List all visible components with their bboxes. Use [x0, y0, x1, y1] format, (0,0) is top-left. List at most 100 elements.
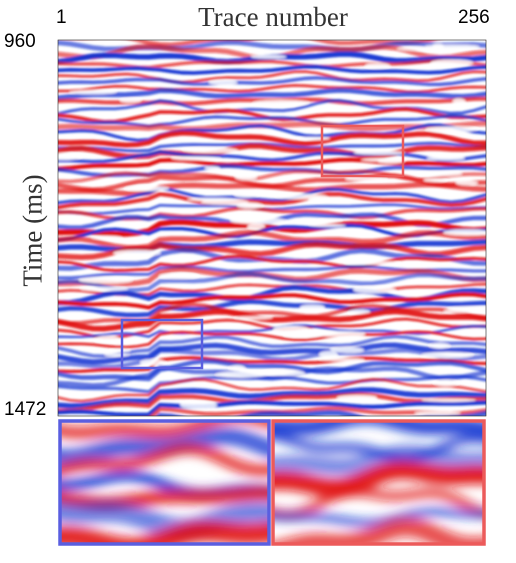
- reflector-gap: [314, 331, 366, 337]
- trace-end-label: 256: [458, 7, 490, 28]
- reflector-gap: [349, 309, 371, 314]
- negative-reflector: [58, 247, 486, 271]
- reflector-gap: [159, 273, 198, 279]
- reflector-gap: [236, 202, 263, 209]
- reflector-gap: [247, 223, 266, 229]
- reflector-gap: [235, 174, 257, 181]
- positive-reflector: [61, 422, 268, 440]
- reflector-gap: [171, 156, 221, 161]
- reflector-gap: [421, 398, 476, 402]
- axis-title: Trace number: [198, 2, 348, 32]
- negative-reflector: [155, 409, 486, 416]
- reflector-gap: [352, 286, 396, 294]
- positive-reflector: [58, 157, 486, 171]
- negative-reflector: [61, 427, 268, 467]
- blue-highlight-box: [120, 318, 204, 370]
- reflector-gap: [345, 261, 399, 265]
- reflector-gap: [253, 100, 309, 106]
- reflector-gap: [92, 235, 122, 240]
- reflector-gap: [377, 159, 405, 164]
- reflector-gap: [430, 59, 474, 66]
- reflector-gap: [125, 186, 170, 192]
- reflector-gap: [300, 304, 325, 310]
- reflector-gap: [423, 178, 447, 182]
- positive-reflector: [58, 70, 486, 84]
- positive-reflector: [58, 392, 486, 414]
- reflector-gap: [262, 369, 305, 376]
- reflector-gap: [434, 379, 458, 387]
- negative-reflector: [274, 422, 483, 437]
- positive-reflector: [58, 58, 486, 70]
- reflector-gap: [183, 147, 238, 154]
- reflector-gap: [319, 219, 342, 223]
- reflector-gap: [58, 153, 81, 161]
- reflector-gap: [309, 223, 346, 228]
- positive-reflector: [58, 84, 486, 94]
- reflector-gap: [319, 351, 338, 358]
- reflector-gap: [230, 217, 286, 225]
- reflector-gap: [426, 126, 477, 133]
- positive-reflector: [58, 181, 486, 197]
- reflector-gap: [250, 54, 287, 59]
- seismic-section: [58, 40, 486, 416]
- negative-reflector: [58, 299, 486, 318]
- reflector-gap: [298, 136, 330, 141]
- reflector-gap: [432, 43, 444, 49]
- reflector-gap: [69, 90, 117, 95]
- reflector-gap: [235, 316, 273, 320]
- positive-reflector: [274, 486, 483, 521]
- reflector-gap: [187, 197, 237, 202]
- positive-reflector: [58, 254, 486, 272]
- reflector-gap: [208, 80, 238, 85]
- negative-reflector: [58, 150, 486, 164]
- time-start-label: 960: [4, 31, 36, 52]
- reflector-gap: [229, 365, 245, 372]
- reflector-gap: [418, 171, 462, 176]
- reflector-gap: [179, 402, 218, 409]
- negative-reflector: [58, 64, 486, 75]
- negative-reflector: [58, 99, 486, 116]
- negative-reflector: [61, 500, 268, 540]
- positive-reflector: [61, 442, 268, 477]
- reflector-gap: [110, 349, 131, 352]
- reflector-gap: [204, 166, 220, 170]
- negative-reflector: [58, 186, 486, 205]
- reflector-gap: [337, 395, 377, 400]
- reflector-gap: [365, 62, 390, 69]
- reflector-gap: [397, 47, 436, 51]
- reflector-gap: [422, 352, 473, 358]
- reflector-gap: [345, 176, 387, 181]
- negative-reflector: [58, 87, 486, 101]
- negative-reflector: [58, 374, 486, 394]
- reflector-gap: [426, 156, 465, 161]
- reflector-gap: [443, 229, 486, 236]
- negative-reflector: [58, 123, 486, 142]
- reflector-gap: [353, 151, 406, 155]
- positive-reflector: [58, 356, 486, 374]
- positive-reflector: [61, 521, 268, 543]
- zoom-panel-blue: [58, 419, 271, 546]
- negative-reflector: [274, 507, 483, 528]
- reflector-gap: [273, 325, 309, 333]
- reflector-gap: [234, 193, 259, 198]
- reflector-gap: [113, 249, 161, 257]
- negative-reflector: [58, 400, 486, 416]
- reflector-gap: [308, 196, 325, 202]
- positive-reflector: [58, 192, 486, 210]
- negative-reflector: [274, 444, 483, 476]
- positive-reflector: [58, 378, 486, 403]
- reflector-gap: [78, 277, 133, 284]
- positive-reflector: [274, 517, 483, 543]
- reflector-gap: [104, 353, 129, 357]
- time-end-label: 1472: [4, 399, 47, 420]
- negative-reflector: [58, 387, 486, 409]
- reflector-gap: [81, 287, 128, 292]
- reflector-gap: [414, 411, 461, 416]
- reflector-gap: [120, 98, 141, 103]
- positive-reflector: [58, 130, 486, 148]
- reflector-gap: [329, 347, 364, 353]
- reflector-gap: [95, 335, 120, 343]
- reflector-gap: [429, 343, 450, 349]
- positive-reflector: [58, 143, 486, 160]
